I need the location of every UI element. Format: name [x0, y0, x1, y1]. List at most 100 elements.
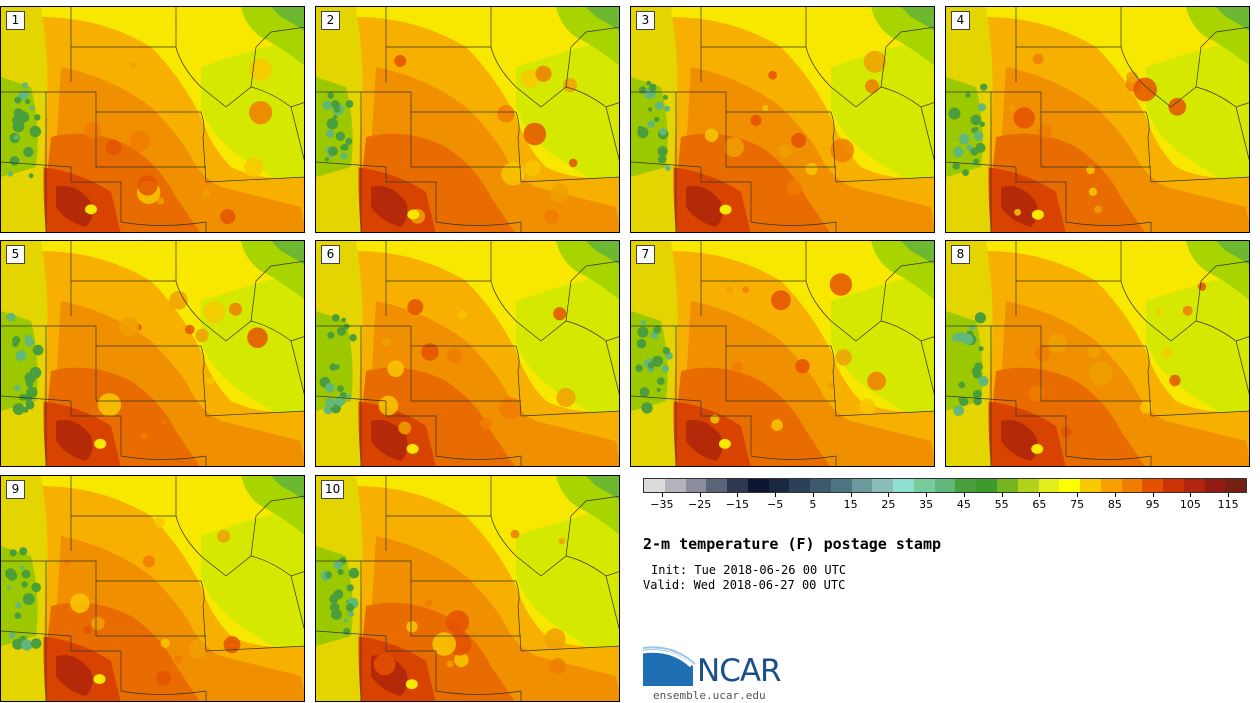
warm-spot: [510, 529, 520, 539]
warm-spot: [553, 307, 567, 321]
cool-spot: [405, 679, 418, 690]
state-boundary: [411, 111, 522, 183]
warm-spot: [1197, 282, 1207, 291]
warm-spot: [378, 395, 399, 416]
colorbar-tick-label: 45: [956, 498, 971, 511]
warm-spot: [406, 621, 418, 633]
mountain-cool-spot: [639, 387, 650, 397]
valid-time: Valid: Wed 2018-06-27 00 UTC: [643, 578, 846, 592]
warm-spot: [373, 653, 396, 676]
mountain-cool-spot: [641, 402, 653, 414]
state-boundary: [805, 7, 857, 108]
colorbar-tick-label: −25: [688, 498, 712, 511]
mountain-cool-spot: [958, 397, 964, 402]
state-boundary: [316, 560, 412, 636]
colorbar-segment: [893, 479, 914, 492]
temperature-field-east: [201, 271, 304, 430]
mountain-cool-spot: [659, 127, 667, 136]
temperature-field-peak: [371, 420, 408, 461]
mountain-cool-spot: [952, 162, 960, 170]
warm-spot: [1032, 53, 1044, 65]
member-panel[interactable]: 8: [945, 240, 1250, 467]
state-boundary: [700, 167, 837, 226]
mountain-cool-spot: [978, 375, 989, 387]
colorbar-segment: [1059, 479, 1081, 492]
mountain-cool-spot: [973, 397, 982, 406]
state-boundary: [316, 325, 412, 401]
warm-spot: [544, 628, 566, 650]
member-label: 2: [321, 11, 340, 30]
mountain-cool-spot: [29, 125, 41, 138]
temperature-field-east: [831, 271, 934, 430]
member-panel[interactable]: 10: [315, 475, 620, 702]
mountain-cool-spot: [21, 82, 28, 89]
mountain-cool-spot: [12, 336, 21, 345]
warm-spot: [105, 139, 122, 156]
mountain-cool-spot: [337, 326, 346, 336]
member-panel[interactable]: 6: [315, 240, 620, 467]
warm-spot: [1133, 77, 1157, 102]
temperature-map: [1, 241, 304, 466]
mountain-cool-spot: [661, 364, 669, 373]
warm-spot: [387, 360, 404, 377]
warm-spot: [1169, 374, 1181, 387]
mountain-cool-spot: [334, 396, 346, 407]
warm-spot: [1037, 124, 1052, 139]
colorbar-tick-mark: [661, 493, 663, 497]
mountain-cool-spot: [325, 571, 333, 579]
warm-spot: [249, 58, 272, 81]
colorbar-segment: [1142, 479, 1164, 492]
mountain-cool-spot: [974, 312, 986, 324]
state-boundary: [385, 401, 522, 460]
mountain-cool-spot: [26, 335, 33, 342]
mountain-cool-spot: [325, 397, 336, 408]
warm-spot: [726, 286, 734, 294]
mountain-cool-spot: [343, 618, 348, 623]
warm-spot: [520, 69, 540, 88]
cool-spot: [1031, 209, 1044, 220]
mountain-cool-spot: [7, 171, 14, 177]
mountain-cool-spot: [14, 384, 21, 391]
mountain-cool-spot: [25, 400, 35, 410]
mountain-cool-spot: [5, 568, 16, 579]
colorbar-segment: [1183, 479, 1205, 492]
member-panel[interactable]: 3: [630, 6, 935, 233]
member-panel[interactable]: 4: [945, 6, 1250, 233]
mountain-cool-spot: [30, 638, 42, 649]
state-boundary: [290, 106, 304, 161]
member-panel[interactable]: 2: [315, 6, 620, 233]
warm-spot: [779, 144, 793, 158]
state-boundary: [1150, 176, 1249, 183]
temperature-field-peak: [1001, 186, 1038, 227]
state-boundary: [565, 495, 619, 557]
state-boundary: [225, 86, 304, 108]
warm-spot: [1155, 308, 1162, 315]
warm-spot: [827, 382, 835, 390]
mountain-cool-spot: [23, 146, 34, 158]
warm-spot: [140, 432, 148, 440]
warm-spot: [407, 299, 424, 315]
state-boundary: [805, 241, 857, 342]
member-panel[interactable]: 7: [630, 240, 935, 467]
state-boundary: [96, 580, 207, 652]
member-label: 6: [321, 245, 340, 264]
member-panel[interactable]: 9: [0, 475, 305, 702]
state-boundary: [1, 560, 97, 636]
state-boundary: [540, 555, 619, 577]
mountain-cool-spot: [6, 312, 16, 322]
member-label: 10: [321, 480, 345, 499]
warm-spot: [556, 388, 576, 408]
mountain-cool-spot: [337, 568, 344, 576]
colorbar-tick-label: 95: [1145, 498, 1160, 511]
colorbar-tick-mark: [812, 493, 814, 497]
member-panel[interactable]: 5: [0, 240, 305, 467]
colorbar-segment: [955, 479, 977, 492]
warm-spot: [174, 655, 183, 664]
member-panel[interactable]: 1: [0, 6, 305, 233]
mountain-cool-spot: [345, 100, 354, 108]
init-time: Init: Tue 2018-06-26 00 UTC: [651, 563, 847, 577]
mountain-cool-spot: [331, 609, 342, 620]
colorbar-tick-mark: [775, 493, 777, 497]
mountain-cool-spot: [958, 133, 970, 145]
warm-spot: [195, 328, 209, 343]
